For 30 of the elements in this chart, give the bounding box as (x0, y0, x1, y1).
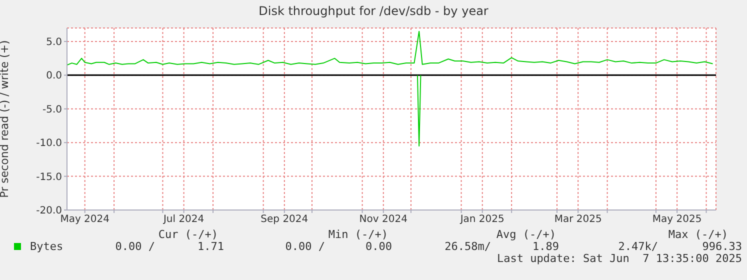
text: 996.33 (702, 240, 742, 253)
text: Min (-/+) (328, 228, 388, 241)
x-tick-label: Jul 2024 (162, 214, 204, 226)
x-tick-label: Sep 2024 (260, 214, 308, 226)
text: 1.89 (532, 240, 559, 253)
text: 0.00 / (285, 240, 325, 253)
text: 1.71 (198, 240, 224, 253)
line-series (67, 30, 714, 66)
text: 2.47k/ (618, 240, 658, 253)
text: 0.00 (366, 240, 392, 253)
text: 26.58m/ (444, 240, 491, 253)
x-tick-label: May 2025 (652, 214, 702, 226)
y-tick-label: -5.0 (42, 104, 62, 116)
text: Max (-/+) (668, 228, 728, 241)
y-tick-label: 5.0 (46, 37, 62, 48)
text: Avg (-/+) (496, 228, 556, 241)
x-tick-label: Jan 2025 (459, 214, 504, 226)
legend-label: Bytes (29, 240, 64, 253)
text: Cur (-/+) (158, 228, 218, 241)
y-tick-label: 0.0 (46, 70, 62, 82)
text: Last update: Sat Jun 7 13:35:00 2025 (496, 252, 742, 265)
x-tick-label: May 2024 (60, 214, 110, 226)
chart-title: Disk throughput for /dev/sdb - by year (258, 4, 490, 18)
y-tick-label: -10.0 (36, 138, 62, 150)
y-tick-label: -20.0 (36, 206, 62, 217)
text: 0.00 / (115, 240, 155, 253)
y-axis-title: Pr second read (-) / write (+) (0, 40, 11, 198)
x-tick-label: Mar 2025 (554, 214, 602, 226)
y-tick-label: -15.0 (36, 172, 62, 183)
x-tick-label: Nov 2024 (359, 214, 408, 226)
